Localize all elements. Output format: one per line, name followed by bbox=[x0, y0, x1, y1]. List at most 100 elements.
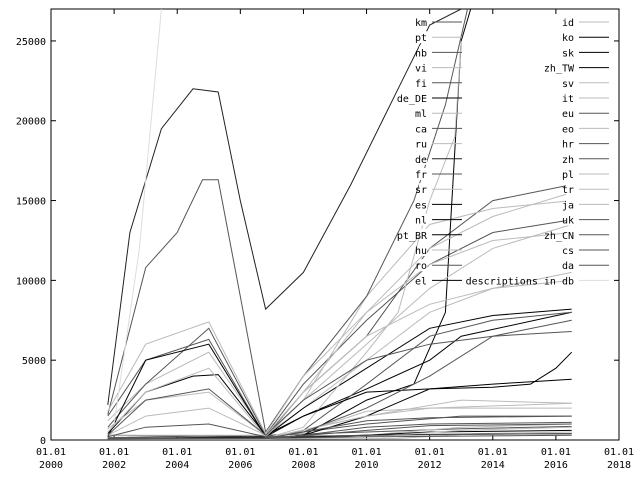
legend-label: sr bbox=[415, 185, 427, 196]
series-line bbox=[107, 271, 572, 436]
legend-label-bg bbox=[419, 31, 427, 44]
legend-label: vi bbox=[415, 64, 427, 75]
x-tick-label-year: 2018 bbox=[607, 460, 631, 471]
x-tick-label-date: 01.01 bbox=[604, 447, 634, 458]
x-tick-label-year: 2012 bbox=[418, 460, 442, 471]
legend-label: it bbox=[562, 94, 574, 105]
y-tick-label: 10000 bbox=[16, 276, 46, 287]
legend-label: sk bbox=[562, 48, 574, 59]
series-line bbox=[107, 219, 572, 437]
legend-label-bg bbox=[419, 228, 427, 241]
legend-label-bg bbox=[566, 122, 574, 135]
series-line bbox=[113, 9, 162, 425]
series-line bbox=[107, 9, 462, 405]
legend-label-bg bbox=[566, 213, 574, 226]
legend-label: ro bbox=[415, 261, 427, 272]
legend-label-bg bbox=[419, 16, 427, 28]
plot-frame bbox=[50, 8, 620, 441]
y-tick-label: 15000 bbox=[16, 197, 46, 208]
legend-label-bg bbox=[566, 61, 574, 74]
series-line bbox=[107, 319, 572, 439]
legend-label-bg bbox=[419, 152, 427, 165]
legend-label-bg bbox=[419, 76, 427, 89]
chart-series bbox=[107, 9, 573, 440]
x-tick-label-date: 01.01 bbox=[36, 447, 66, 458]
legend-label-bg bbox=[419, 259, 427, 272]
series-line bbox=[107, 331, 572, 436]
legend-label: nb bbox=[415, 48, 427, 59]
legend-label-bg bbox=[419, 183, 427, 196]
legend-label-bg bbox=[566, 137, 574, 150]
legend-label: eo bbox=[562, 124, 574, 135]
legend-label: de_DE bbox=[397, 94, 427, 105]
y-tick-label: 5000 bbox=[22, 356, 46, 367]
legend-label-bg bbox=[566, 31, 574, 44]
x-tick-label-year: 2006 bbox=[228, 460, 252, 471]
x-tick-label-year: 2008 bbox=[291, 460, 315, 471]
legend-label: id bbox=[562, 18, 574, 29]
legend-label: zh_CN bbox=[544, 231, 574, 242]
legend-label: pt_BR bbox=[397, 231, 428, 242]
x-tick-label-year: 2014 bbox=[481, 460, 505, 471]
x-tick-label-year: 2000 bbox=[39, 460, 63, 471]
y-tick-label: 25000 bbox=[16, 37, 46, 48]
series-line bbox=[107, 308, 572, 438]
legend-label: hr bbox=[562, 140, 574, 151]
x-tick-label-year: 2004 bbox=[165, 460, 189, 471]
chart-axes: 0 5000 10000 15000 20000 25000 01.01 2000 01.01 2… bbox=[16, 8, 634, 471]
x-tick-label-date: 01.01 bbox=[541, 447, 571, 458]
legend-label-bg bbox=[419, 107, 427, 120]
legend-label-bg bbox=[419, 244, 427, 256]
x-tick-label-date: 01.01 bbox=[352, 447, 382, 458]
legend-label: pl bbox=[562, 170, 574, 181]
legend-label: eu bbox=[562, 109, 574, 120]
x-tick-label-year: 2002 bbox=[102, 460, 126, 471]
legend-label: es bbox=[415, 200, 427, 211]
legend-label-bg bbox=[566, 92, 574, 104]
legend-label-bg bbox=[566, 274, 574, 287]
x-tick-label-date: 01.01 bbox=[478, 447, 508, 458]
legend-label-bg bbox=[566, 198, 574, 211]
legend-label: uk bbox=[562, 216, 574, 227]
legend-label-bg bbox=[566, 16, 574, 28]
legend-label-bg bbox=[566, 259, 574, 272]
legend-label: de bbox=[415, 155, 427, 166]
legend-label-bg bbox=[566, 107, 574, 120]
legend-label-bg bbox=[419, 122, 427, 135]
series-line bbox=[107, 9, 468, 434]
x-tick-label-year: 2010 bbox=[355, 460, 379, 471]
legend-label-bg bbox=[419, 61, 427, 74]
legend-label-bg bbox=[566, 244, 574, 256]
legend-label: descriptions in db bbox=[466, 276, 574, 287]
x-tick-label-date: 01.01 bbox=[162, 447, 192, 458]
legend-label: ja bbox=[562, 200, 574, 211]
legend-label: hu bbox=[415, 246, 427, 257]
legend-label-bg bbox=[419, 198, 427, 211]
series-line bbox=[107, 192, 572, 435]
series-line bbox=[107, 415, 572, 438]
legend-label: tr bbox=[562, 185, 574, 196]
legend-label-bg bbox=[566, 228, 574, 241]
series-line bbox=[107, 311, 572, 439]
legend-label-bg bbox=[566, 152, 574, 165]
legend-label: zh_TW bbox=[544, 64, 575, 75]
x-tick-label-date: 01.01 bbox=[225, 447, 255, 458]
x-tick-label-date: 01.01 bbox=[99, 447, 129, 458]
y-tick-label: 20000 bbox=[16, 117, 46, 128]
legend-label-bg bbox=[419, 92, 427, 104]
series-line bbox=[107, 279, 572, 436]
legend-label: pt bbox=[415, 33, 427, 44]
legend-label-bg bbox=[419, 274, 427, 287]
series-line bbox=[107, 184, 572, 438]
series-line bbox=[107, 421, 572, 439]
x-tick-label-date: 01.01 bbox=[415, 447, 445, 458]
legend-label: ru bbox=[415, 140, 427, 151]
legend-label-bg bbox=[566, 183, 574, 196]
legend-label: sv bbox=[562, 79, 574, 90]
legend-label: el bbox=[415, 276, 427, 287]
series-line bbox=[107, 311, 572, 439]
legend-label: ko bbox=[562, 33, 574, 44]
legend-label-bg bbox=[419, 213, 427, 226]
y-tick-label: 0 bbox=[40, 436, 46, 447]
